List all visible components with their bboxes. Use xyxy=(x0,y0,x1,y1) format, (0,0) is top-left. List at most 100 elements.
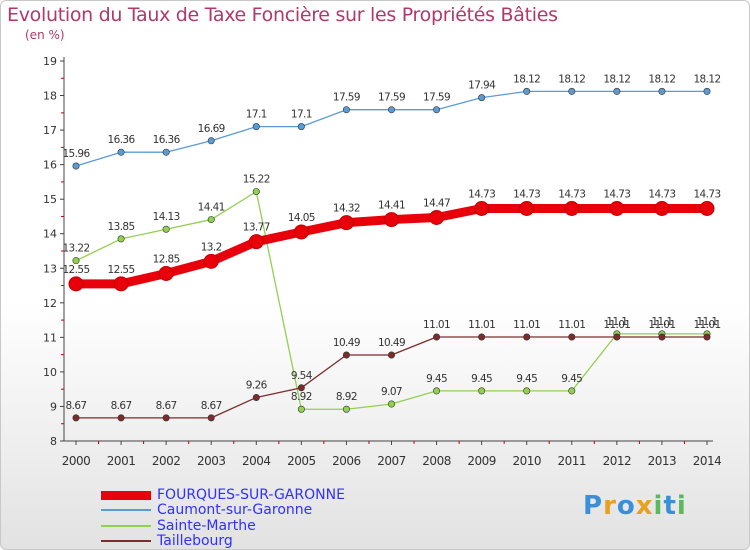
data-label-caumont-sur-garonne: 18.12 xyxy=(648,73,675,85)
data-point-taillebourg xyxy=(478,333,486,341)
data-point-caumont-sur-garonne xyxy=(162,148,170,156)
data-point-sainte-marthe xyxy=(207,216,215,224)
data-label-taillebourg: 8.67 xyxy=(66,400,87,412)
legend-item: Sainte-Marthe xyxy=(101,518,256,534)
data-label-sainte-marthe: 14.13 xyxy=(153,211,180,223)
logo-letter: t xyxy=(663,491,677,521)
logo-letter: i xyxy=(676,491,687,521)
data-label-sainte-marthe: 9.45 xyxy=(561,373,582,385)
data-label-taillebourg: 11.01 xyxy=(423,319,450,331)
data-label-fourques-sur-garonne: 12.55 xyxy=(62,264,89,276)
data-label-caumont-sur-garonne: 17.1 xyxy=(246,109,267,121)
data-label-fourques-sur-garonne: 14.73 xyxy=(513,189,540,201)
data-point-caumont-sur-garonne xyxy=(342,106,350,114)
chart-title: Evolution du Taux de Taxe Foncière sur l… xyxy=(7,4,558,26)
data-label-sainte-marthe: 8.92 xyxy=(291,391,312,403)
data-label-caumont-sur-garonne: 16.36 xyxy=(108,134,136,146)
data-label-taillebourg: 9.54 xyxy=(291,370,313,382)
y-tick-label: 13 xyxy=(43,262,57,275)
data-point-caumont-sur-garonne xyxy=(72,162,80,170)
data-point-taillebourg xyxy=(252,393,260,401)
data-label-caumont-sur-garonne: 17.94 xyxy=(468,80,496,92)
data-point-fourques-sur-garonne xyxy=(654,201,670,217)
data-point-sainte-marthe xyxy=(478,387,486,395)
data-point-fourques-sur-garonne xyxy=(293,224,309,240)
data-label-fourques-sur-garonne: 14.73 xyxy=(558,189,585,201)
data-point-taillebourg xyxy=(72,414,80,422)
data-point-taillebourg xyxy=(162,414,170,422)
data-label-fourques-sur-garonne: 13.77 xyxy=(243,222,270,234)
logo-letter: r xyxy=(603,491,617,521)
data-label-sainte-marthe: 9.07 xyxy=(381,386,402,398)
data-label-taillebourg: 11.01 xyxy=(693,319,720,331)
legend-item: Caumont-sur-Garonne xyxy=(101,502,312,518)
data-point-caumont-sur-garonne xyxy=(703,87,711,95)
data-label-caumont-sur-garonne: 16.36 xyxy=(153,134,181,146)
data-label-sainte-marthe: 11.1 xyxy=(651,316,672,328)
data-label-caumont-sur-garonne: 18.12 xyxy=(693,73,720,85)
data-label-fourques-sur-garonne: 12.85 xyxy=(153,253,180,265)
legend-swatch xyxy=(101,509,151,511)
x-tick-label: 2002 xyxy=(152,454,181,468)
x-tick-label: 2001 xyxy=(107,454,136,468)
x-tick-label: 2003 xyxy=(197,454,226,468)
data-point-caumont-sur-garonne xyxy=(613,87,621,95)
data-point-fourques-sur-garonne xyxy=(338,215,354,231)
x-tick-label: 2008 xyxy=(422,454,451,468)
data-label-fourques-sur-garonne: 12.55 xyxy=(108,264,135,276)
y-tick-label: 17 xyxy=(43,124,57,137)
data-label-caumont-sur-garonne: 18.12 xyxy=(558,73,585,85)
data-label-fourques-sur-garonne: 13.2 xyxy=(201,241,222,253)
data-label-sainte-marthe: 11.1 xyxy=(606,316,627,328)
x-tick-label: 2004 xyxy=(242,454,271,468)
data-label-taillebourg: 8.67 xyxy=(111,400,132,412)
data-point-taillebourg xyxy=(297,384,305,392)
data-point-sainte-marthe xyxy=(117,235,125,243)
data-point-fourques-sur-garonne xyxy=(699,201,715,217)
data-label-fourques-sur-garonne: 14.41 xyxy=(378,200,405,212)
data-label-sainte-marthe: 8.92 xyxy=(336,391,357,403)
data-point-fourques-sur-garonne xyxy=(519,201,535,217)
data-label-sainte-marthe: 13.85 xyxy=(108,221,135,233)
y-tick-label: 10 xyxy=(43,366,57,379)
logo-letter: o xyxy=(616,491,636,521)
data-label-fourques-sur-garonne: 14.47 xyxy=(423,197,450,209)
data-point-sainte-marthe xyxy=(297,405,305,413)
data-point-caumont-sur-garonne xyxy=(117,148,125,156)
data-point-taillebourg xyxy=(433,333,441,341)
data-point-taillebourg xyxy=(117,414,125,422)
data-point-caumont-sur-garonne xyxy=(523,87,531,95)
data-label-taillebourg: 11.01 xyxy=(513,319,540,331)
data-point-caumont-sur-garonne xyxy=(207,137,215,145)
y-axis-unit: (en %) xyxy=(25,28,65,42)
data-point-fourques-sur-garonne xyxy=(384,212,399,228)
data-label-caumont-sur-garonne: 17.59 xyxy=(378,92,405,104)
data-label-fourques-sur-garonne: 14.05 xyxy=(288,212,315,224)
data-label-taillebourg: 9.26 xyxy=(246,379,268,391)
x-tick-label: 2011 xyxy=(558,454,587,468)
legend-label: FOURQUES-SUR-GARONNE xyxy=(157,487,345,503)
y-tick-label: 14 xyxy=(43,228,57,241)
x-tick-label: 2012 xyxy=(603,454,632,468)
data-point-caumont-sur-garonne xyxy=(252,123,260,131)
data-label-caumont-sur-garonne: 17.1 xyxy=(291,109,312,121)
data-label-taillebourg: 11.01 xyxy=(603,319,630,331)
y-tick-label: 11 xyxy=(43,331,57,344)
x-tick-label: 2009 xyxy=(467,454,496,468)
data-label-sainte-marthe: 11.1 xyxy=(697,316,718,328)
data-label-fourques-sur-garonne: 14.73 xyxy=(693,189,720,201)
data-label-fourques-sur-garonne: 14.73 xyxy=(648,189,675,201)
data-point-taillebourg xyxy=(568,333,576,341)
data-point-fourques-sur-garonne xyxy=(609,201,625,217)
data-point-sainte-marthe xyxy=(162,225,170,233)
data-label-caumont-sur-garonne: 17.59 xyxy=(423,92,450,104)
data-label-caumont-sur-garonne: 15.96 xyxy=(62,148,90,160)
data-point-caumont-sur-garonne xyxy=(658,87,666,95)
data-point-taillebourg xyxy=(387,351,395,359)
data-label-fourques-sur-garonne: 14.73 xyxy=(603,189,630,201)
data-point-sainte-marthe xyxy=(523,387,531,395)
data-label-sainte-marthe: 9.45 xyxy=(471,373,492,385)
data-point-taillebourg xyxy=(342,351,350,359)
x-tick-label: 2005 xyxy=(287,454,316,468)
